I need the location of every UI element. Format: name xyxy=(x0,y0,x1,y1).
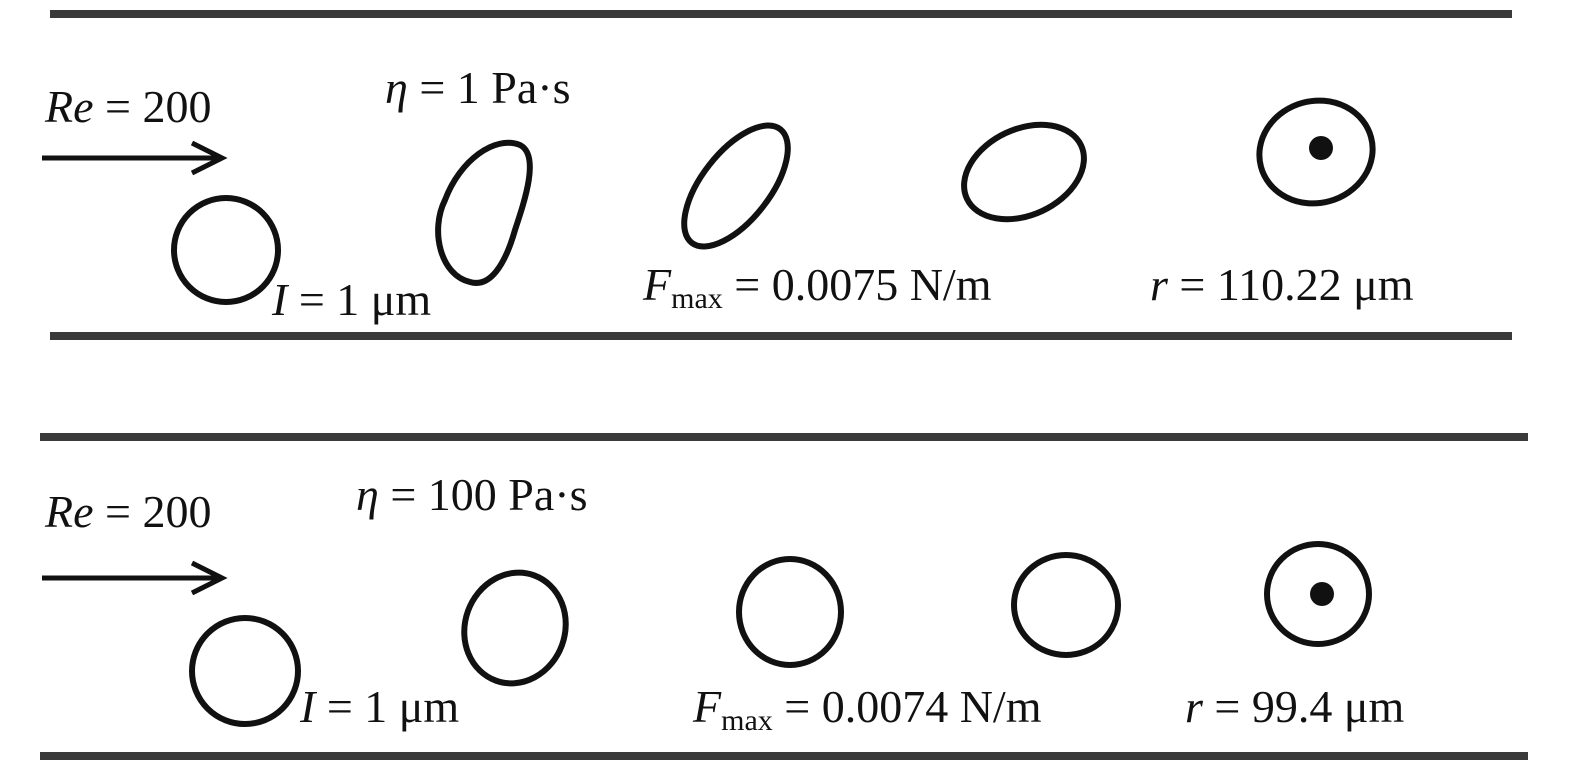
cell-nucleus xyxy=(1310,582,1334,606)
cell xyxy=(1264,541,1372,647)
cell xyxy=(961,121,1087,223)
eta-label: η = 1 Pa·s xyxy=(385,62,571,113)
value-text: = 200 xyxy=(94,81,212,132)
radius-label: r = 110.22 μm xyxy=(1150,259,1414,310)
arrow-head xyxy=(190,560,228,596)
radius-label: r = 99.4 μm xyxy=(1185,681,1405,732)
cell xyxy=(681,122,791,250)
value-text: = 100 Pa·s xyxy=(379,469,588,520)
subscript: max xyxy=(721,704,773,737)
eta-label: η = 100 Pa·s xyxy=(356,469,588,520)
value-text: = 1 μm xyxy=(287,274,431,325)
value-text: = 99.4 μm xyxy=(1203,681,1405,732)
symbol: r xyxy=(1185,681,1204,732)
cell xyxy=(435,139,533,286)
re-label: Re = 200 xyxy=(44,486,211,537)
symbol: Re xyxy=(44,486,94,537)
cell xyxy=(171,195,281,305)
symbol: F xyxy=(692,681,722,732)
re-label: Re = 200 xyxy=(44,81,211,132)
value-text: = 0.0074 N/m xyxy=(773,681,1042,732)
value-text: = 1 μm xyxy=(315,681,459,732)
cell xyxy=(461,569,569,687)
cell xyxy=(736,556,844,668)
cell xyxy=(1011,552,1121,658)
symbol: I xyxy=(271,274,290,325)
value-text: = 110.22 μm xyxy=(1168,259,1414,310)
cell-nucleus xyxy=(1309,136,1333,160)
fmax-label: Fmax = 0.0075 N/m xyxy=(642,259,992,315)
value-text: = 0.0075 N/m xyxy=(723,259,992,310)
cell xyxy=(189,615,301,727)
panel-bottom: Re = 200 η = 100 Pa·s I = 1 μm Fmax = 0.007… xyxy=(40,433,1528,760)
arrow-head xyxy=(190,140,228,176)
thickness-label: I = 1 μm xyxy=(299,681,459,732)
symbol: η xyxy=(385,62,408,113)
symbol: F xyxy=(642,259,672,310)
subscript: max xyxy=(671,282,723,315)
symbol: I xyxy=(299,681,318,732)
cell xyxy=(1256,97,1376,207)
panel-top: Re = 200 η = 1 Pa·s I = 1 μm Fmax = 0.0075 … xyxy=(42,10,1512,340)
value-text: = 200 xyxy=(94,486,212,537)
symbol: r xyxy=(1150,259,1169,310)
thickness-label: I = 1 μm xyxy=(271,274,431,325)
fmax-label: Fmax = 0.0074 N/m xyxy=(692,681,1042,737)
symbol: η xyxy=(356,469,379,520)
value-text: = 1 Pa·s xyxy=(408,62,571,113)
symbol: Re xyxy=(44,81,94,132)
